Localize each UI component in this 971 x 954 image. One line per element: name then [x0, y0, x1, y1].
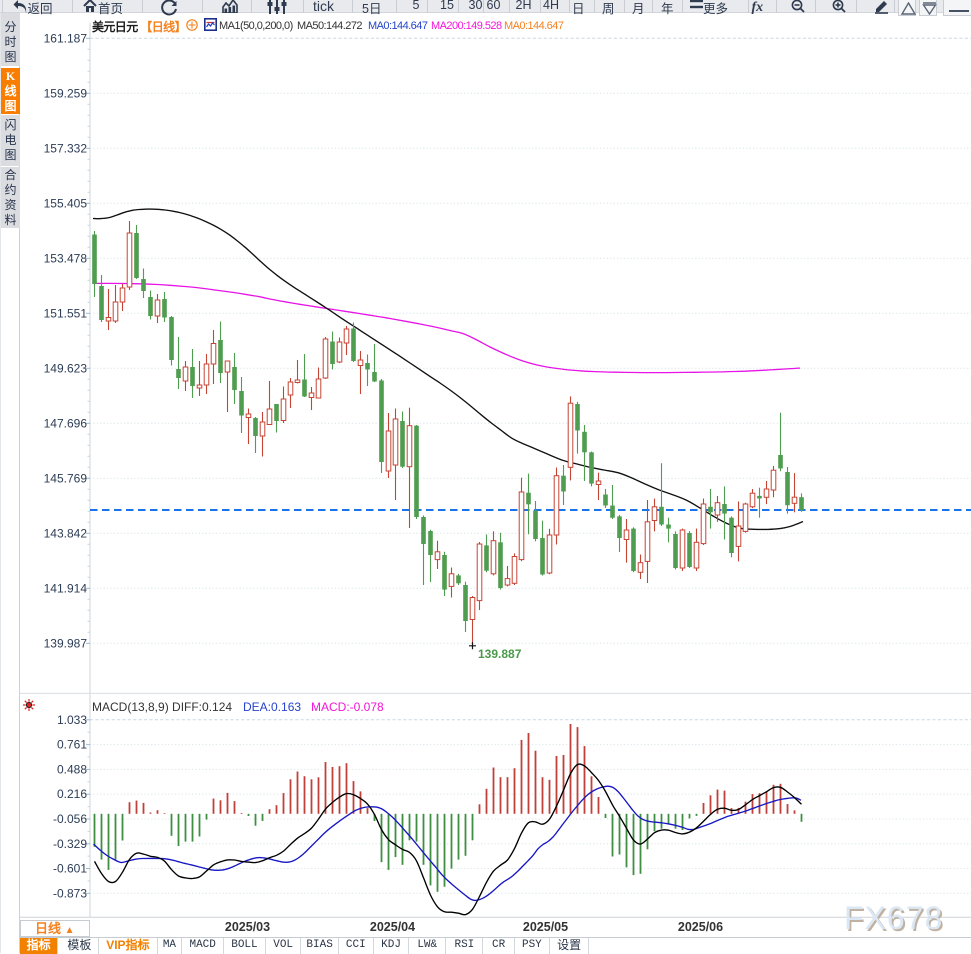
svg-text:139.987: 139.987: [44, 636, 88, 650]
svg-text:-0.601: -0.601: [53, 862, 87, 876]
svg-text:-0.329: -0.329: [53, 837, 87, 851]
svg-text:161.187: 161.187: [44, 31, 88, 45]
svg-text:-0.873: -0.873: [53, 886, 87, 900]
svg-text:143.842: 143.842: [44, 526, 88, 540]
svg-text:FX678: FX678: [846, 902, 945, 938]
svg-text:157.332: 157.332: [44, 141, 88, 155]
svg-text:0.761: 0.761: [57, 738, 87, 752]
svg-text:155.405: 155.405: [44, 196, 88, 210]
svg-text:FX678: FX678: [844, 900, 943, 936]
svg-text:1.033: 1.033: [57, 713, 87, 727]
svg-text:149.623: 149.623: [44, 361, 88, 375]
svg-text:0.216: 0.216: [57, 787, 87, 801]
svg-text:141.914: 141.914: [44, 581, 88, 595]
svg-text:2025/05: 2025/05: [523, 920, 568, 934]
svg-text:153.478: 153.478: [44, 251, 88, 265]
svg-text:2025/04: 2025/04: [370, 920, 415, 934]
svg-text:2025/03: 2025/03: [225, 920, 270, 934]
svg-text:147.696: 147.696: [44, 416, 88, 430]
svg-text:151.551: 151.551: [44, 306, 88, 320]
svg-text:0.488: 0.488: [57, 762, 87, 776]
svg-text:-0.056: -0.056: [53, 812, 87, 826]
svg-text:159.259: 159.259: [44, 86, 88, 100]
svg-text:2025/06: 2025/06: [678, 920, 723, 934]
svg-text:145.769: 145.769: [44, 471, 88, 485]
svg-text:139.887: 139.887: [478, 647, 522, 661]
